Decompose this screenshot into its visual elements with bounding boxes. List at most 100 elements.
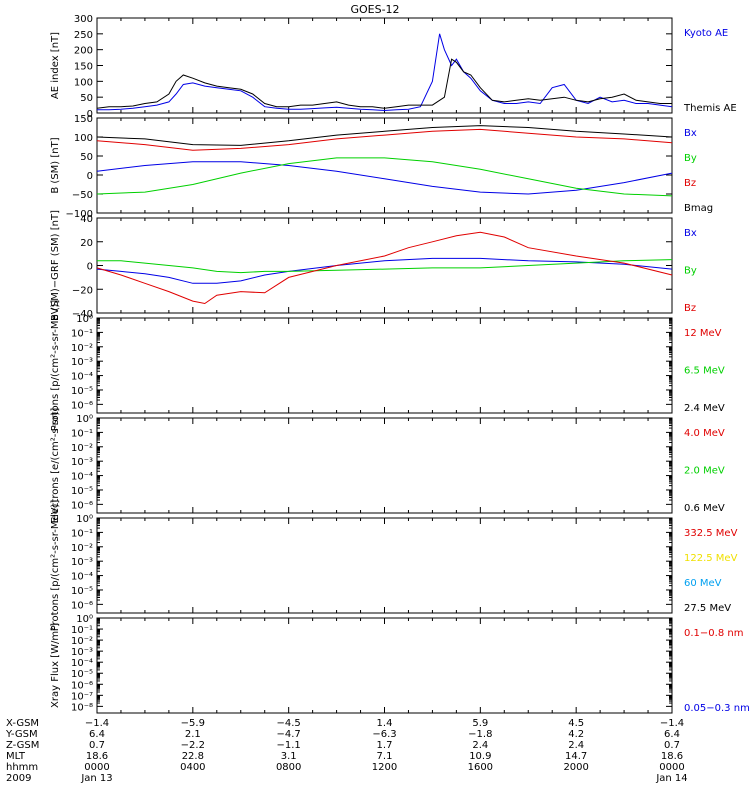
panel-1-legend-1: By bbox=[684, 153, 697, 164]
panel-1-series-1-line bbox=[96, 157, 673, 197]
xaxis-value: 5.9 bbox=[472, 718, 488, 729]
panel-1-series-0-line bbox=[96, 161, 673, 195]
panel-2-ytick-label: 20 bbox=[80, 238, 93, 249]
panel-6-ylabel: Xray Flux [W/m²] bbox=[50, 623, 61, 708]
panel-2-series-2-line bbox=[96, 231, 673, 305]
panel-3-ytick-label: 10⁻⁴ bbox=[71, 372, 93, 383]
panel-6-ytick-label: 10⁻¹ bbox=[71, 625, 93, 636]
panel-2-legend-0: Bx bbox=[684, 228, 697, 239]
panel-2-ytick-label: −20 bbox=[72, 285, 93, 296]
xaxis-value: 1.7 bbox=[377, 740, 393, 751]
panel-2-ytick-label: −40 bbox=[72, 309, 93, 320]
panel-6-ytick-label: 10⁻² bbox=[71, 636, 93, 647]
xaxis-value: 0.7 bbox=[89, 740, 105, 751]
panel-4-frame bbox=[96, 417, 673, 514]
panel-6-frame bbox=[96, 617, 673, 714]
xaxis-value: 0000 bbox=[659, 762, 684, 773]
panel-5-ytick-label: 10⁰ bbox=[76, 514, 93, 525]
panel-3-ytick-label: 10⁻³ bbox=[71, 357, 93, 368]
panel-0-ylabel: AE index [nT] bbox=[50, 32, 61, 99]
panel-3-ytick-label: 10⁰ bbox=[76, 314, 93, 325]
xaxis-value: 4.2 bbox=[568, 729, 584, 740]
panel-1-ylabel: B (SM) [nT] bbox=[50, 137, 61, 193]
panel-4-ytick-label: 10⁰ bbox=[76, 414, 93, 425]
xaxis-value: −1.8 bbox=[468, 729, 492, 740]
panel-0-ytick-label: 300 bbox=[74, 14, 93, 25]
panel-2-frame bbox=[96, 217, 673, 314]
xaxis-value: 0.7 bbox=[664, 740, 680, 751]
panel-0-ytick-label: 150 bbox=[74, 62, 93, 73]
panel-1-ytick-label: 0 bbox=[87, 171, 93, 182]
panel-0-ytick-label: 50 bbox=[80, 93, 93, 104]
panel-2-legend-1: By bbox=[684, 266, 697, 277]
panel-4-legend-0: 4.0 MeV bbox=[684, 428, 725, 439]
panel-0-series-0-line bbox=[97, 33, 673, 112]
panel-5-frame bbox=[96, 517, 673, 614]
xaxis-row-label: hhmm bbox=[6, 762, 38, 773]
figure-title: GOES-12 bbox=[350, 3, 399, 16]
panel-4-legend-2: 0.6 MeV bbox=[684, 503, 725, 514]
panel-5-legend-2: 60 MeV bbox=[684, 578, 722, 589]
xaxis-value: 0000 bbox=[84, 762, 109, 773]
panel-1-series-2-line bbox=[96, 128, 673, 151]
panel-6-legend-0: 0.1−0.8 nm bbox=[684, 628, 743, 639]
panel-4-ytick-label: 10⁻³ bbox=[71, 457, 93, 468]
panel-0-ytick-label: 200 bbox=[74, 46, 93, 57]
panel-1-legend-0: Bx bbox=[684, 128, 697, 139]
panel-0-legend-0: Kyoto AE bbox=[684, 28, 728, 39]
xaxis-value: 3.1 bbox=[281, 751, 297, 762]
xaxis-value: −4.5 bbox=[277, 718, 301, 729]
xaxis-value: 18.6 bbox=[86, 751, 108, 762]
panel-4-legend-1: 2.0 MeV bbox=[684, 466, 725, 477]
panel-4-ylabel: Electrons [e/(cm²-s-sr)] bbox=[50, 408, 61, 524]
panel-0-frame bbox=[96, 17, 673, 114]
panel-2-series-0-line bbox=[96, 257, 673, 284]
xaxis-value: 6.4 bbox=[664, 729, 680, 740]
xaxis-row-label: Z-GSM bbox=[6, 740, 39, 751]
panel-3-ytick-label: 10⁻¹ bbox=[71, 328, 93, 339]
panel-0-ytick-label: 100 bbox=[74, 77, 93, 88]
xaxis-value: 2.1 bbox=[185, 729, 201, 740]
panel-3-ytick-label: 10⁻² bbox=[71, 343, 93, 354]
panel-6-ytick-label: 10⁻⁸ bbox=[71, 702, 93, 713]
panel-3-frame bbox=[96, 317, 673, 414]
panel-1-ytick-label: 150 bbox=[74, 114, 93, 125]
panel-5-legend-1: 122.5 MeV bbox=[684, 553, 738, 564]
xaxis-value: 2.4 bbox=[568, 740, 584, 751]
panel-2-ytick-label: 0 bbox=[87, 262, 93, 273]
panel-6-ytick-label: 10⁻⁴ bbox=[71, 658, 93, 669]
xaxis-value: 0400 bbox=[180, 762, 205, 773]
panel-4-ytick-label: 10⁻² bbox=[71, 443, 93, 454]
xaxis-value: Jan 14 bbox=[655, 773, 687, 784]
xaxis-value: 10.9 bbox=[469, 751, 491, 762]
xaxis-value: 7.1 bbox=[377, 751, 393, 762]
panel-5-ytick-label: 10⁻⁶ bbox=[71, 600, 93, 611]
panel-4-ytick-label: 10⁻⁶ bbox=[71, 500, 93, 511]
panel-3-ytick-label: 10⁻⁵ bbox=[71, 386, 93, 397]
xaxis-value: 14.7 bbox=[565, 751, 587, 762]
panel-0-ytick-label: 0 bbox=[87, 109, 93, 120]
panel-6-ytick-label: 10⁰ bbox=[76, 614, 93, 625]
panel-5-ytick-label: 10⁻³ bbox=[71, 557, 93, 568]
xaxis-value: −4.7 bbox=[277, 729, 301, 740]
xaxis-value: 0800 bbox=[276, 762, 301, 773]
panel-2-ylabel: B (SM)−GRF (SM) [nT] bbox=[50, 210, 61, 321]
panel-6-ytick-label: 10⁻⁶ bbox=[71, 680, 93, 691]
panel-3-legend-0: 12 MeV bbox=[684, 328, 722, 339]
xaxis-value: 4.5 bbox=[568, 718, 584, 729]
panel-5-ytick-label: 10⁻⁵ bbox=[71, 586, 93, 597]
panel-2-legend-2: Bz bbox=[684, 303, 696, 314]
xaxis-value: Jan 13 bbox=[80, 773, 112, 784]
panel-4-ytick-label: 10⁻⁵ bbox=[71, 486, 93, 497]
xaxis-value: 2.4 bbox=[472, 740, 488, 751]
xaxis-value: 22.8 bbox=[182, 751, 204, 762]
xaxis-value: −1.4 bbox=[85, 718, 109, 729]
panel-3-legend-1: 6.5 MeV bbox=[684, 366, 725, 377]
panel-2-series-1-line bbox=[97, 259, 673, 274]
xaxis-value: 1600 bbox=[468, 762, 493, 773]
panel-4-ytick-label: 10⁻¹ bbox=[71, 428, 93, 439]
xaxis-value: 6.4 bbox=[89, 729, 105, 740]
xaxis-row-label: X-GSM bbox=[6, 718, 39, 729]
panel-5-ytick-label: 10⁻⁴ bbox=[71, 572, 93, 583]
